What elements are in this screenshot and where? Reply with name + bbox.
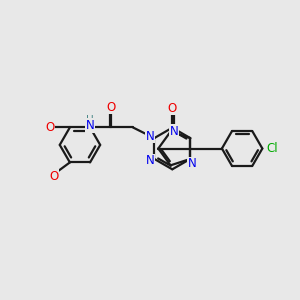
Text: H: H (86, 115, 94, 125)
Text: N: N (146, 154, 154, 167)
Text: N: N (170, 125, 178, 138)
Text: N: N (146, 130, 154, 142)
Text: N: N (188, 158, 197, 170)
Text: O: O (168, 102, 177, 115)
Text: O: O (50, 169, 59, 183)
Text: Cl: Cl (266, 142, 278, 155)
Text: O: O (45, 121, 54, 134)
Text: N: N (86, 119, 94, 132)
Text: O: O (107, 101, 116, 114)
